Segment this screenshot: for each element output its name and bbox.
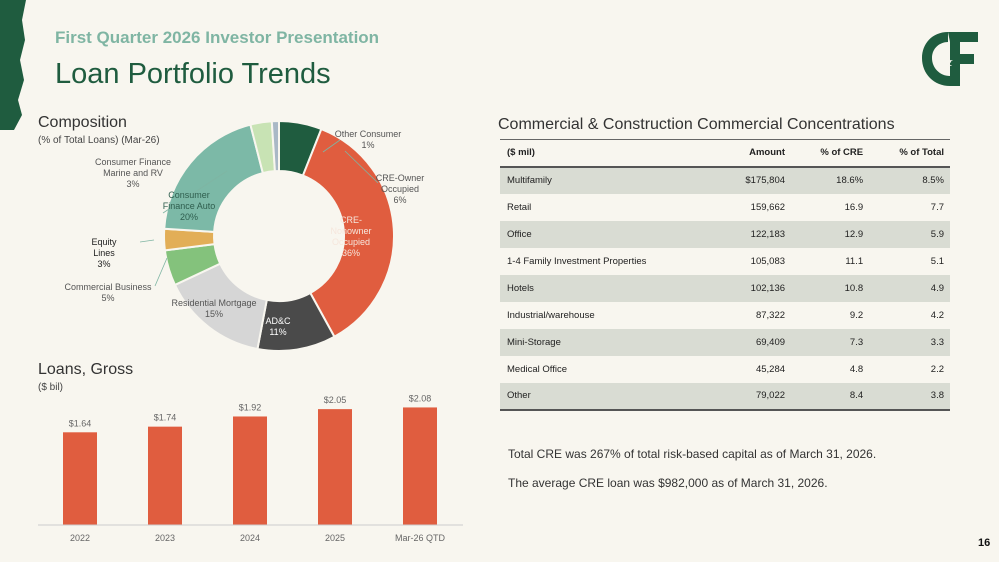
loans-subtitle: ($ bil): [38, 382, 64, 393]
x-tick-label: 2023: [155, 533, 175, 543]
x-tick-label: Mar-26 QTD: [395, 533, 446, 543]
cell-pct-total: 4.2: [930, 309, 944, 321]
cell-category: Industrial/warehouse: [507, 309, 595, 321]
cell-pct-total: 2.2: [930, 363, 944, 375]
label-other-consumer: Other Consumer 1%: [334, 129, 402, 150]
leader-line: [322, 139, 341, 153]
leader-line: [344, 150, 379, 184]
leader-line: [162, 170, 228, 214]
cell-category: Other: [500, 382, 718, 411]
bar-value-label: $1.74: [154, 413, 177, 423]
table-header-row: ($ mil) Amount % of CRE % of Total: [500, 139, 950, 168]
cell-pct-total: 7.7: [930, 201, 944, 213]
cell-pct-cre: 10.8: [791, 274, 870, 302]
cell-pct-total: 3.8: [869, 382, 950, 411]
bar: [233, 416, 267, 525]
bar-value-label: $2.05: [324, 395, 347, 405]
x-tick-label: 2024: [240, 533, 260, 543]
label-cre-owner-occupied: CRE-Owner Occupied 6%: [375, 173, 425, 205]
cell-amount: 159,662: [750, 201, 786, 213]
cell-pct-cre: 12.9: [791, 220, 870, 248]
bar-value-label: $2.08: [409, 393, 432, 403]
loans-gross-bar-chart: $1.64 2022 $1.74 2023 $1.92 2024 $2.05 2025 $2.0…: [38, 393, 463, 543]
cell-amount: 122,183: [717, 220, 792, 248]
label-adc: AD&C 11%: [265, 316, 291, 337]
bar-value-label: $1.92: [239, 402, 262, 412]
donut-slice: [301, 127, 395, 339]
cell-pct-cre: 4.8: [849, 363, 864, 375]
company-logo: &: [922, 32, 978, 86]
cell-pct-cre: 8.4: [791, 382, 870, 411]
cell-amount: $175,804: [717, 166, 792, 194]
table-row: Retail 159,662 16.9 7.7: [500, 194, 950, 221]
loans-title: Loans, Gross: [38, 361, 134, 378]
page-number: 16: [978, 537, 991, 549]
note-total-cre: Total CRE was 267% of total risk-based c…: [508, 447, 877, 461]
cre-concentrations-table: ($ mil) Amount % of CRE % of Total Multi…: [500, 139, 950, 411]
x-tick-label: 2025: [325, 533, 345, 543]
decorative-brush-edge: [0, 0, 26, 130]
cell-pct-total: 8.5%: [869, 166, 950, 194]
cell-pct-cre: 11.1: [845, 255, 864, 267]
cell-pct-total: 4.9: [869, 274, 950, 302]
svg-text:&: &: [941, 54, 953, 70]
composition-donut-chart: [140, 119, 395, 352]
table-row: 1-4 Family Investment Properties 105,083 1…: [500, 248, 950, 275]
page-title: Loan Portfolio Trends: [55, 58, 331, 90]
header-category: ($ mil): [500, 139, 718, 168]
cell-amount: 87,322: [755, 309, 786, 321]
bar: [318, 409, 352, 525]
presentation-subtitle: First Quarter 2026 Investor Presentation: [55, 28, 380, 47]
note-average-cre-loan: The average CRE loan was $982,000 as of …: [508, 476, 828, 490]
bar: [63, 432, 97, 525]
composition-title: Composition: [38, 114, 127, 131]
header-pct-cre: % of CRE: [791, 139, 870, 168]
cell-pct-cre: 9.2: [849, 309, 864, 321]
label-equity-lines: Equity Lines 3%: [91, 237, 117, 269]
cell-pct-total: 5.9: [869, 220, 950, 248]
leader-line: [140, 239, 155, 243]
cell-pct-cre: 7.3: [791, 328, 870, 356]
label-consumer-finance-auto: Consumer Finance Auto 20%: [162, 190, 216, 222]
table-title: Commercial & Construction Commercial Con…: [498, 116, 895, 133]
cell-amount: 45,284: [755, 363, 786, 375]
label-residential-mortgage: Residential Mortgage 15%: [171, 298, 257, 319]
cell-amount: 102,136: [717, 274, 792, 302]
cell-category: Retail: [507, 201, 532, 213]
cell-pct-cre: 16.9: [844, 201, 864, 213]
table-row: Hotels 102,136 10.8 4.9: [500, 274, 950, 302]
table-row: Medical Office 45,284 4.8 2.2: [500, 356, 950, 383]
table-row: Other 79,022 8.4 3.8: [500, 382, 950, 411]
cell-category: Hotels: [500, 274, 718, 302]
cell-category: 1-4 Family Investment Properties: [507, 255, 647, 267]
header-amount: Amount: [717, 139, 792, 168]
table-row: Multifamily $175,804 18.6% 8.5%: [500, 166, 950, 194]
label-cre-nonowner-occupied: CRE- Nonowner Occupied 36%: [330, 215, 372, 258]
cell-category: Mini-Storage: [500, 328, 718, 356]
table-row: Industrial/warehouse 87,322 9.2 4.2: [500, 302, 950, 329]
cell-pct-total: 5.1: [930, 255, 944, 267]
table-row: Office 122,183 12.9 5.9: [500, 220, 950, 248]
table-row: Mini-Storage 69,409 7.3 3.3: [500, 328, 950, 356]
bar: [148, 426, 182, 525]
leader-line: [154, 257, 168, 287]
cell-category: Multifamily: [500, 166, 718, 194]
x-tick-label: 2022: [70, 533, 90, 543]
label-consumer-finance-marine-rv: Consumer Finance Marine and RV 3%: [94, 157, 172, 189]
cell-amount: 79,022: [717, 382, 792, 411]
bar-value-label: $1.64: [69, 418, 92, 428]
bar: [403, 407, 437, 525]
cell-category: Medical Office: [507, 363, 568, 375]
donut-slice: [270, 119, 280, 173]
cell-pct-total: 3.3: [869, 328, 950, 356]
header-pct-total: % of Total: [869, 139, 950, 168]
cell-pct-cre: 18.6%: [791, 166, 870, 194]
cell-amount: 105,083: [750, 255, 786, 267]
label-commercial-business: Commercial Business 5%: [64, 282, 152, 303]
composition-subtitle: (% of Total Loans) (Mar-26): [38, 135, 160, 146]
cell-category: Office: [500, 220, 718, 248]
cell-amount: 69,409: [717, 328, 792, 356]
